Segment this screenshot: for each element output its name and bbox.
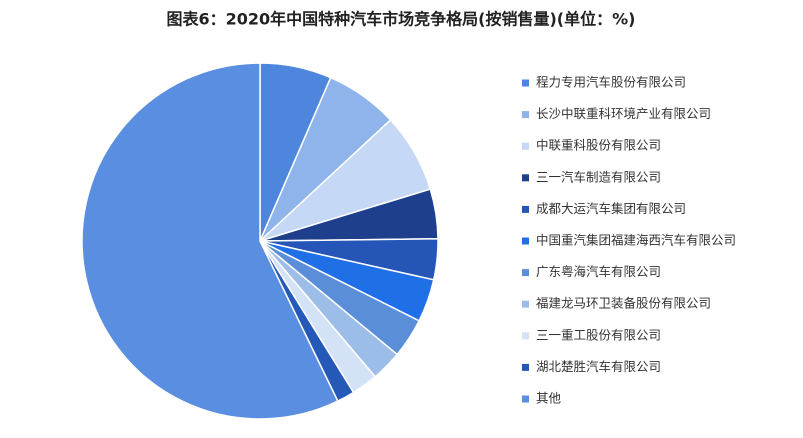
legend-label: 其他 [536, 391, 562, 406]
legend-marker [522, 300, 529, 308]
legend-label: 三一汽车制造有限公司 [536, 169, 661, 184]
legend-marker [522, 332, 529, 340]
legend-marker [522, 111, 529, 119]
legend-label: 程力专用汽车股份有限公司 [536, 75, 686, 90]
legend-label: 成都大运汽车集团有限公司 [536, 201, 686, 216]
legend-marker [522, 142, 529, 150]
legend-label: 长沙中联重科环境产业有限公司 [536, 106, 711, 121]
legend-marker [522, 205, 529, 213]
chart-title: 图表6：2020年中国特种汽车市场竞争格局(按销售量)(单位：%) [167, 10, 636, 29]
legend-marker [522, 79, 529, 87]
legend-label: 广东粤海汽车有限公司 [536, 264, 661, 279]
legend-marker [522, 174, 529, 182]
legend-label: 福建龙马环卫装备股份有限公司 [536, 296, 711, 311]
legend-label: 中国重汽集团福建海西汽车有限公司 [536, 233, 736, 248]
legend-marker [522, 269, 529, 277]
pie-slice [81, 62, 339, 420]
legend-label: 中联重科股份有限公司 [536, 138, 661, 153]
legend-label: 三一重工股份有限公司 [536, 327, 661, 342]
legend-marker [522, 237, 529, 245]
legend-marker [522, 395, 529, 403]
legend-marker [522, 363, 529, 371]
legend-label: 湖北楚胜汽车有限公司 [536, 359, 661, 374]
